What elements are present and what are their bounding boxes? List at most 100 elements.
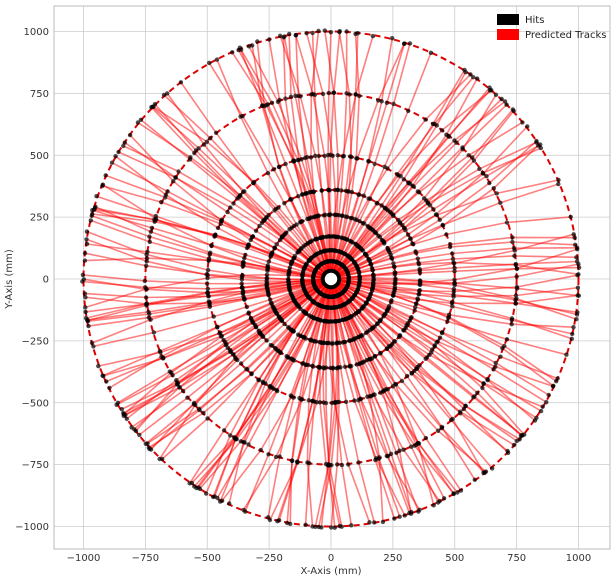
predicted-track xyxy=(330,278,543,408)
hit-point xyxy=(103,173,108,178)
hit-point xyxy=(349,296,355,301)
hit-point xyxy=(481,470,486,475)
hit-point xyxy=(397,220,403,225)
hit-point xyxy=(397,514,402,519)
predicted-track xyxy=(124,141,332,280)
hit-point xyxy=(330,341,336,346)
hit-point xyxy=(310,30,315,36)
hit-point xyxy=(475,390,480,395)
hit-point xyxy=(287,31,292,37)
hit-point xyxy=(266,293,271,298)
hit-point xyxy=(435,500,441,505)
hit-point xyxy=(163,192,169,197)
hit-point xyxy=(215,325,220,330)
hit-point xyxy=(84,237,89,242)
hit-point xyxy=(196,146,201,151)
hit-point xyxy=(414,250,419,256)
hit-point xyxy=(409,371,414,376)
hit-point xyxy=(144,263,149,268)
hit-point xyxy=(475,76,480,81)
hit-point xyxy=(328,365,333,371)
hit-point xyxy=(575,310,580,315)
hit-point xyxy=(307,313,312,318)
hit-point xyxy=(235,196,240,201)
hit-point xyxy=(451,294,456,299)
hit-point xyxy=(353,31,358,37)
hit-point xyxy=(336,365,341,370)
hit-point xyxy=(143,295,149,300)
hit-point xyxy=(450,304,455,309)
hit-point xyxy=(306,362,311,368)
hit-point xyxy=(341,289,347,294)
hit-point xyxy=(532,418,538,423)
hit-point xyxy=(236,47,241,53)
hit-point xyxy=(244,245,250,251)
hit-point xyxy=(321,249,327,254)
hit-point xyxy=(289,292,294,297)
hit-point xyxy=(450,299,455,305)
hit-point xyxy=(505,448,510,454)
hit-point xyxy=(204,139,210,144)
predicted-track xyxy=(82,278,332,290)
hit-point xyxy=(296,332,301,337)
hit-point xyxy=(487,180,492,186)
hit-point xyxy=(250,234,256,239)
hit-point xyxy=(458,488,464,493)
hit-point xyxy=(91,344,96,349)
hit-point xyxy=(345,253,350,258)
hit-point xyxy=(393,276,398,281)
hit-point xyxy=(367,258,372,264)
hit-point xyxy=(266,212,271,218)
hit-point xyxy=(201,142,207,147)
hit-point xyxy=(295,250,300,255)
hit-point xyxy=(397,333,402,338)
hit-point xyxy=(434,212,440,218)
hit-point xyxy=(311,274,316,279)
hit-point xyxy=(289,197,294,202)
hit-point xyxy=(517,437,522,442)
hit-point xyxy=(264,338,269,343)
hit-point xyxy=(575,285,581,290)
hit-point xyxy=(283,96,288,101)
hit-point xyxy=(336,399,342,405)
hit-point xyxy=(122,140,128,145)
hit-point xyxy=(267,37,272,42)
hit-point xyxy=(386,303,392,309)
hit-point xyxy=(208,136,213,141)
hit-point xyxy=(509,322,514,327)
hit-point xyxy=(414,301,419,306)
y-tick-label: −250 xyxy=(22,336,49,347)
hit-point xyxy=(80,279,85,284)
hit-point xyxy=(228,205,233,210)
hit-point xyxy=(373,230,379,236)
hit-point xyxy=(146,445,151,450)
hit-point xyxy=(269,100,275,106)
hit-point xyxy=(248,237,253,243)
hit-point xyxy=(326,90,331,96)
hit-point xyxy=(571,232,576,237)
x-tick-label: 750 xyxy=(507,553,526,564)
beam-pipe-marker xyxy=(323,271,339,287)
predicted-track xyxy=(330,278,521,440)
plot-frame xyxy=(53,5,611,550)
hit-point xyxy=(348,154,353,159)
hit-point xyxy=(326,187,331,192)
hit-point xyxy=(317,365,323,370)
hit-point xyxy=(240,273,245,278)
legend-swatch-hits xyxy=(497,14,519,25)
predicted-track xyxy=(135,278,332,432)
hit-point xyxy=(308,337,313,342)
hit-point xyxy=(223,339,228,345)
hit-point xyxy=(137,432,142,438)
hit-point xyxy=(326,212,331,217)
hit-point xyxy=(265,288,270,293)
hit-point xyxy=(574,317,579,322)
hit-point xyxy=(322,28,327,33)
hit-point xyxy=(389,298,394,303)
hit-point xyxy=(265,265,271,271)
hit-point xyxy=(207,304,213,309)
predicted-track xyxy=(125,278,332,416)
hit-point xyxy=(346,462,351,467)
hit-point xyxy=(256,378,262,383)
hit-point xyxy=(275,388,280,394)
